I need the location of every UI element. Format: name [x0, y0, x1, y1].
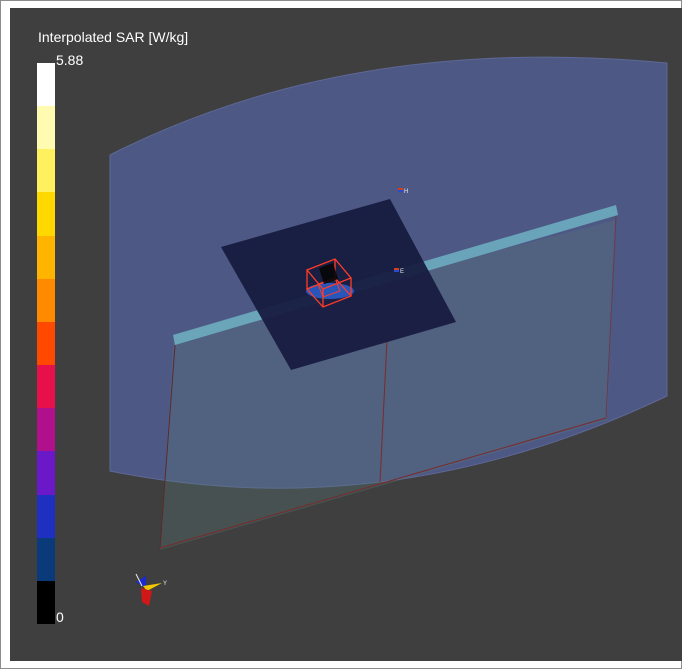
- colorbar-segment: [37, 321, 55, 366]
- slab-edge-mid: [379, 339, 388, 483]
- axis-y-arrow: [143, 583, 162, 591]
- slab-edge-right: [605, 215, 617, 419]
- legend-title: Interpolated SAR [W/kg]: [38, 29, 189, 45]
- axis-z-arrow: [141, 588, 152, 606]
- 3d-viewport[interactable]: H E Y Interpolated SAR [W/kg] 5.88 0: [10, 8, 682, 661]
- colorbar-segment: [37, 63, 55, 107]
- probe-label-h: H: [404, 189, 408, 195]
- legend-max-value: 5.88: [56, 52, 84, 68]
- colorbar-segment: [37, 278, 55, 322]
- colorbar-segment: [37, 537, 55, 581]
- slab-edge-bottom: [159, 417, 607, 549]
- slab-edge-left: [159, 344, 176, 549]
- substrate-side-face: [160, 220, 616, 550]
- antenna-device[interactable]: [306, 283, 354, 299]
- probe-marker-h[interactable]: H: [398, 188, 408, 195]
- colorbar-segment: [37, 149, 55, 193]
- probe-marker-e[interactable]: E: [394, 268, 404, 275]
- colorbar-segment: [37, 580, 55, 625]
- legend-min-value: 0: [56, 609, 64, 625]
- probe-label-e: E: [400, 269, 404, 275]
- axis-x-arrow: [136, 576, 146, 588]
- axis-y-label: Y: [163, 581, 167, 587]
- orientation-axes-icon[interactable]: Y: [135, 573, 167, 606]
- colorbar-segment: [37, 365, 55, 409]
- colorbar-segment: [37, 192, 55, 236]
- scene-canvas[interactable]: H E Y: [10, 8, 682, 661]
- colorbar-segment: [37, 235, 55, 279]
- evaluation-box-core: [319, 263, 338, 284]
- colorbar-segment: [37, 106, 55, 150]
- sar-colorbar: [37, 63, 55, 625]
- colorbar-segment: [37, 494, 55, 538]
- colorbar-segment: [37, 408, 55, 452]
- colorbar-segment: [37, 451, 55, 495]
